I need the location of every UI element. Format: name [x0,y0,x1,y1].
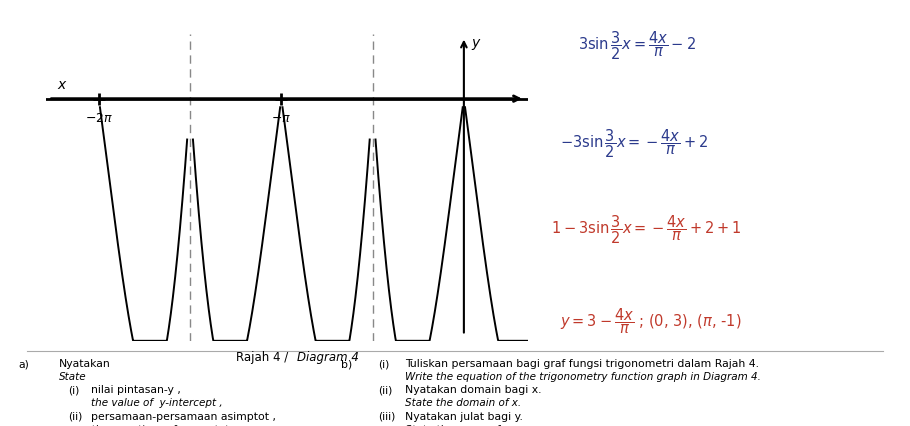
Text: a): a) [18,360,29,369]
Text: Nyatakan domain bagi x.: Nyatakan domain bagi x. [405,386,541,395]
Text: State the range of y.: State the range of y. [405,425,511,426]
Text: Write the equation of the trigonometry function graph in Diagram 4.: Write the equation of the trigonometry f… [405,372,761,383]
Text: (ii): (ii) [68,412,83,421]
Text: $- 3 \sin \dfrac{3}{2}x = - \dfrac{4x}{\pi} + 2$: $- 3 \sin \dfrac{3}{2}x = - \dfrac{4x}{\… [560,128,708,160]
Text: State: State [59,372,86,383]
Text: (ii): (ii) [378,386,392,395]
Text: the value of  y-intercept ,: the value of y-intercept , [91,398,223,409]
Text: the equations of asymptotes.: the equations of asymptotes. [91,425,244,426]
Text: Tuliskan persamaan bagi graf fungsi trigonometri dalam Rajah 4.: Tuliskan persamaan bagi graf fungsi trig… [405,360,759,369]
Text: $3 \sin \dfrac{3}{2}x = \dfrac{4x}{\pi} - 2$: $3 \sin \dfrac{3}{2}x = \dfrac{4x}{\pi} … [578,30,696,62]
Text: $1 - 3 \sin \dfrac{3}{2}x = - \dfrac{4x}{\pi} + 2 + 1$: $1 - 3 \sin \dfrac{3}{2}x = - \dfrac{4x}… [551,213,741,245]
Text: persamaan-persamaan asimptot ,: persamaan-persamaan asimptot , [91,412,276,421]
Text: Nyatakan julat bagi y.: Nyatakan julat bagi y. [405,412,523,421]
Text: $y$: $y$ [470,37,481,52]
Text: $-\pi$: $-\pi$ [271,112,291,125]
Text: (i): (i) [378,360,389,369]
Text: nilai pintasan-y ,: nilai pintasan-y , [91,386,181,395]
Text: Nyatakan: Nyatakan [59,360,111,369]
Text: Rajah 4 /: Rajah 4 / [236,351,292,365]
Text: b): b) [341,360,352,369]
Text: $x$: $x$ [57,78,68,92]
Text: $y = 3 - \dfrac{4x}{\pi}$ ; (0, 3), ($\pi$, -1): $y = 3 - \dfrac{4x}{\pi}$ ; (0, 3), ($\p… [560,307,742,336]
Text: (iii): (iii) [378,412,395,421]
Text: Diagram 4: Diagram 4 [297,351,359,365]
Text: $-2\pi$: $-2\pi$ [85,112,113,125]
Text: State the domain of x.: State the domain of x. [405,398,521,409]
Text: (i): (i) [68,386,80,395]
